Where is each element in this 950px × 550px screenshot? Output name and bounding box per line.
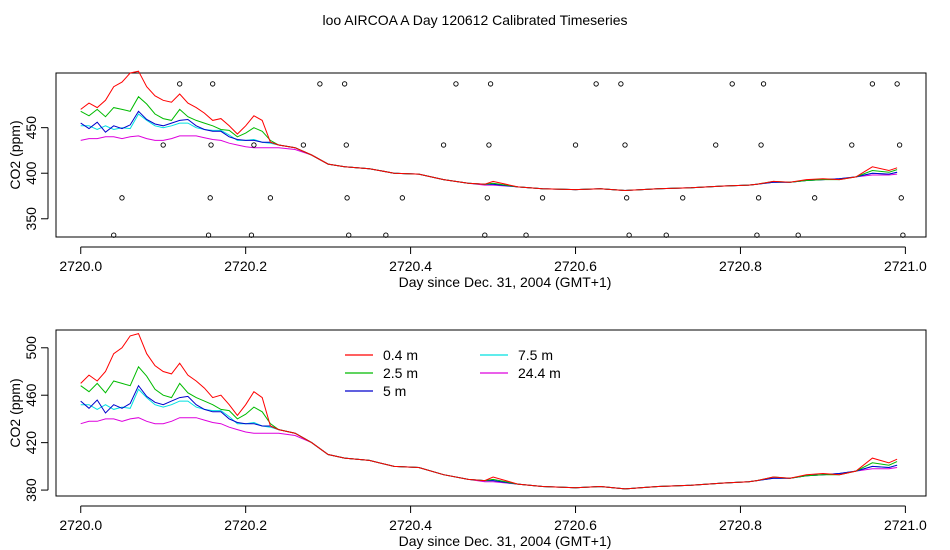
x-tick-label: 2720.0 xyxy=(59,517,102,533)
plot-frame xyxy=(55,329,927,497)
status-marker xyxy=(267,195,274,201)
status-marker xyxy=(900,232,906,238)
y-tick-label: 420 xyxy=(23,431,39,455)
x-tick-label: 2720.4 xyxy=(389,517,432,533)
status-marker xyxy=(754,232,760,238)
status-marker xyxy=(593,81,599,87)
status-marker xyxy=(208,142,214,148)
status-marker xyxy=(539,195,546,201)
status-marker xyxy=(453,81,459,87)
series-line-7-5-m xyxy=(80,113,898,192)
status-marker xyxy=(207,195,213,201)
status-marker xyxy=(205,232,212,238)
y-tick-label: 450 xyxy=(23,116,39,140)
x-axis-label: Day since Dec. 31, 2004 (GMT+1) xyxy=(399,533,612,549)
legend-label: 5 m xyxy=(383,383,406,399)
status-marker xyxy=(663,232,669,238)
y-tick-label: 380 xyxy=(23,478,39,502)
status-marker xyxy=(251,142,257,148)
status-marker xyxy=(795,232,801,238)
series-line-7-5-m xyxy=(80,388,898,490)
x-tick-label: 2720.8 xyxy=(719,517,762,533)
status-marker xyxy=(572,142,579,148)
status-marker xyxy=(343,142,349,148)
x-tick-label: 2720.2 xyxy=(224,258,267,274)
status-marker xyxy=(484,195,490,201)
series-line-2-5-m xyxy=(80,95,898,192)
status-marker xyxy=(317,81,323,87)
status-marker xyxy=(869,81,876,87)
status-marker xyxy=(729,81,735,87)
status-marker xyxy=(680,195,686,201)
series-line-5-m xyxy=(80,384,898,490)
figure-title: loo AIRCOA A Day 120612 Calibrated Times… xyxy=(322,12,628,28)
plot-frame xyxy=(55,72,927,238)
status-marker xyxy=(344,195,350,201)
y-tick-label: 460 xyxy=(23,383,39,407)
status-marker xyxy=(383,232,389,238)
x-tick-label: 2720.6 xyxy=(554,517,597,533)
panel-top: 2720.0 2720.2 2720.4 2720.6 2720.8 2721.0 Day … xyxy=(7,70,927,290)
status-marker xyxy=(160,142,166,148)
status-marker xyxy=(626,232,632,238)
legend-label: 7.5 m xyxy=(518,347,553,363)
status-marker xyxy=(713,142,719,148)
status-marker xyxy=(896,142,903,148)
x-tick-label: 2721.0 xyxy=(884,258,927,274)
x-tick-label: 2720.8 xyxy=(719,258,762,274)
status-marker xyxy=(894,81,900,87)
series-line-2-5-m xyxy=(80,365,898,490)
status-marker xyxy=(523,232,529,238)
x-tick-label: 2720.2 xyxy=(224,517,267,533)
y-tick-label: 400 xyxy=(23,161,39,185)
x-tick-label: 2720.4 xyxy=(389,258,432,274)
y-tick-label: 500 xyxy=(23,336,39,360)
status-marker xyxy=(341,81,348,87)
status-marker xyxy=(487,81,494,87)
status-marker xyxy=(248,232,255,238)
legend-label: 24.4 m xyxy=(518,365,561,381)
status-marker xyxy=(440,142,447,148)
y-axis-label: CO2 (ppm) xyxy=(7,378,23,447)
status-marker xyxy=(624,195,630,201)
status-marker xyxy=(755,195,762,201)
status-marker xyxy=(812,195,818,201)
series-line-0-4-m xyxy=(80,70,898,192)
status-marker xyxy=(849,142,855,148)
x-tick-label: 2720.6 xyxy=(554,258,597,274)
y-tick-label: 350 xyxy=(23,207,39,231)
legend-label: 2.5 m xyxy=(383,365,418,381)
status-marker xyxy=(210,81,216,87)
status-marker xyxy=(898,195,904,201)
series-line-0-4-m xyxy=(80,332,898,490)
status-marker xyxy=(300,142,307,148)
status-marker xyxy=(758,142,764,148)
status-marker xyxy=(119,195,125,201)
status-marker xyxy=(111,232,117,238)
x-tick-label: 2720.0 xyxy=(59,258,102,274)
x-axis-label: Day since Dec. 31, 2004 (GMT+1) xyxy=(399,274,612,290)
status-marker xyxy=(760,81,767,87)
status-marker xyxy=(177,81,183,87)
status-marker xyxy=(618,81,624,87)
y-axis-label: CO2 (ppm) xyxy=(7,120,23,189)
legend-label: 0.4 m xyxy=(383,347,418,363)
status-marker xyxy=(486,142,492,148)
status-marker xyxy=(482,232,488,238)
status-marker xyxy=(399,195,406,201)
status-marker xyxy=(346,232,352,238)
x-tick-label: 2721.0 xyxy=(884,517,927,533)
status-marker xyxy=(622,142,628,148)
panel-bottom: 2720.0 2720.2 2720.4 2720.6 2720.8 2721.0 Day … xyxy=(7,329,927,549)
